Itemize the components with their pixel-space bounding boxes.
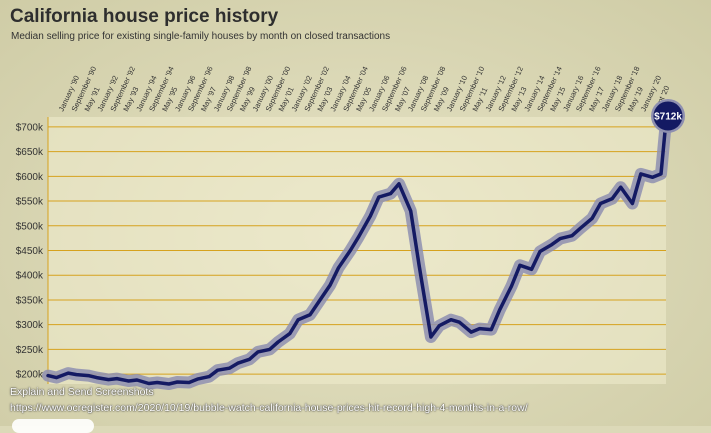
data-point	[127, 379, 130, 383]
data-point	[651, 175, 654, 179]
data-point	[308, 313, 312, 317]
data-point	[578, 226, 582, 230]
data-point	[337, 266, 340, 270]
data-point	[147, 382, 151, 385]
data-point	[248, 357, 251, 361]
data-point	[558, 237, 562, 241]
data-point	[75, 373, 78, 376]
chart-subtitle: Median selling price for existing single…	[11, 31, 391, 42]
data-point	[469, 330, 473, 334]
data-point	[599, 202, 602, 205]
y-tick-label: $200k	[16, 370, 44, 381]
data-point	[86, 374, 90, 377]
data-point	[369, 214, 372, 218]
data-point	[357, 235, 361, 239]
data-point	[276, 340, 280, 344]
data-point	[66, 371, 70, 375]
y-tick-label: $550k	[16, 197, 44, 208]
y-tick-label: $700k	[16, 122, 44, 133]
data-point	[256, 350, 260, 354]
caption-text: Explain and Send Screenshots	[10, 386, 154, 398]
data-point	[437, 324, 441, 328]
data-point	[550, 243, 554, 247]
data-point	[135, 378, 139, 382]
data-point	[538, 250, 542, 253]
y-tick-label: $600k	[16, 172, 44, 183]
y-tick-label: $400k	[16, 271, 44, 282]
data-point	[207, 375, 211, 378]
data-point	[268, 348, 272, 351]
data-point	[167, 382, 171, 386]
data-point	[397, 182, 401, 186]
data-point	[236, 361, 240, 365]
data-point	[478, 327, 481, 330]
data-point	[348, 249, 352, 252]
data-point	[175, 380, 179, 384]
data-point	[115, 377, 119, 380]
data-point	[296, 318, 300, 322]
data-point	[429, 335, 433, 339]
data-point	[196, 377, 199, 381]
data-point	[288, 332, 292, 335]
source-link[interactable]: https://www.ocregister.com/2020/10/19/bu…	[10, 402, 528, 414]
data-point	[449, 318, 453, 322]
data-point	[95, 376, 99, 379]
chart-title: California house price history	[10, 6, 279, 27]
data-point	[530, 267, 533, 271]
y-tick-label: $650k	[16, 147, 44, 158]
data-point	[317, 301, 320, 304]
data-point	[570, 234, 574, 238]
data-point	[631, 202, 634, 205]
data-point	[389, 192, 392, 196]
data-point	[216, 368, 220, 372]
data-point	[639, 172, 643, 176]
data-point	[46, 374, 50, 377]
y-tick-label: $300k	[16, 320, 44, 331]
badge-circle	[653, 101, 683, 131]
data-point	[187, 381, 191, 384]
y-tick-label: $500k	[16, 221, 44, 232]
data-point	[417, 263, 421, 267]
data-point	[409, 209, 413, 213]
data-point	[328, 283, 332, 287]
data-point	[228, 366, 231, 370]
data-point	[458, 320, 461, 324]
data-point	[377, 195, 381, 199]
y-tick-label: $350k	[16, 295, 44, 306]
data-point	[590, 217, 594, 220]
data-point	[55, 376, 58, 379]
data-point	[659, 172, 663, 176]
data-point	[510, 284, 513, 288]
data-point	[107, 378, 110, 381]
data-point	[498, 308, 502, 312]
data-point	[489, 328, 493, 331]
data-point	[518, 263, 522, 267]
data-point	[610, 197, 614, 201]
bottom-pill-button[interactable]	[12, 419, 94, 433]
badge-label: $712k	[654, 111, 682, 122]
y-tick-label: $250k	[16, 345, 44, 356]
y-tick-label: $450k	[16, 246, 44, 257]
data-point	[155, 381, 159, 384]
data-point	[619, 185, 623, 189]
